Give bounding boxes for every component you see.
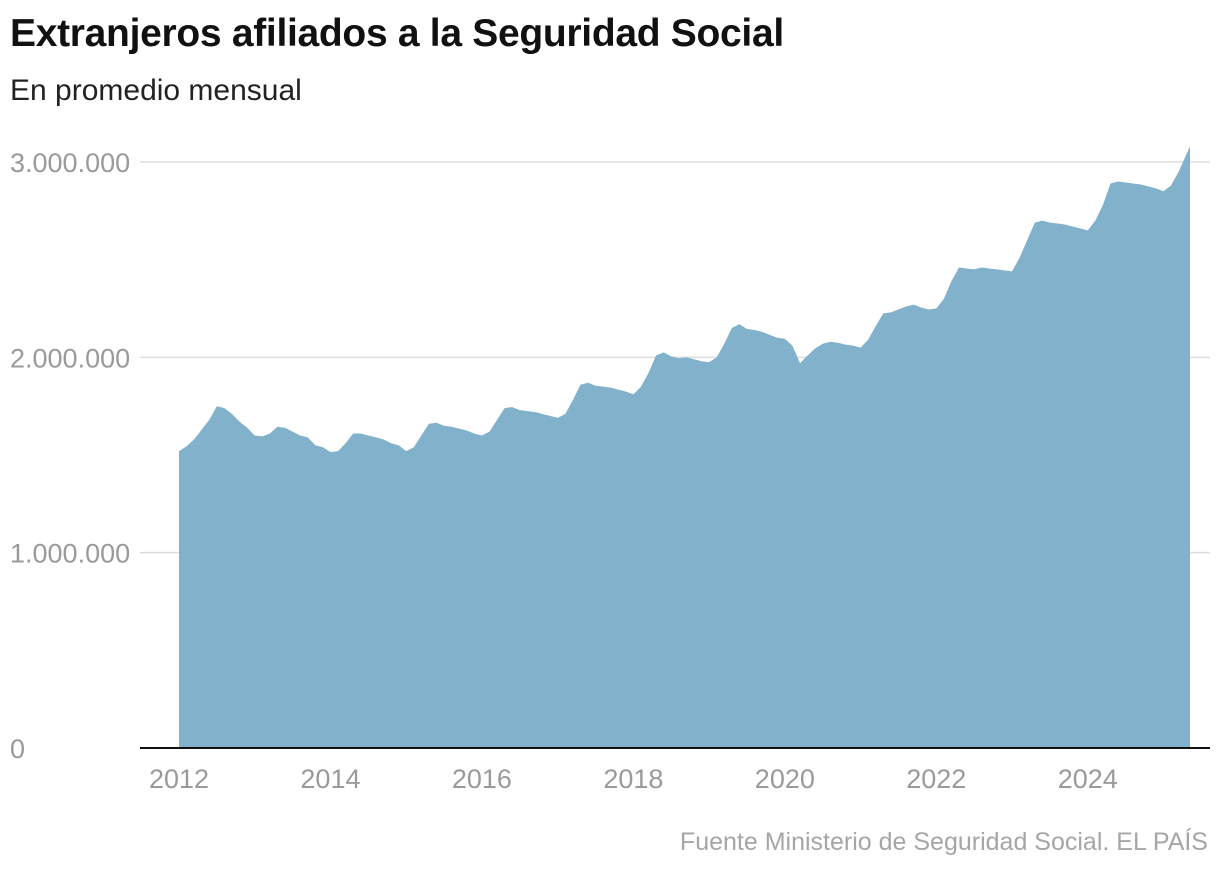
x-tick-label: 2020 <box>755 764 815 794</box>
y-tick-label: 0 <box>10 734 25 764</box>
x-tick-label: 2016 <box>452 764 512 794</box>
y-axis-labels: 0 1.000.000 2.000.000 3.000.000 <box>10 148 130 764</box>
x-axis-labels: 2012 2014 2016 2018 2020 2022 2024 <box>149 764 1118 794</box>
area-series <box>179 146 1190 748</box>
y-tick-label: 3.000.000 <box>10 148 130 178</box>
x-tick-label: 2014 <box>300 764 360 794</box>
x-tick-label: 2024 <box>1058 764 1118 794</box>
x-tick-label: 2022 <box>906 764 966 794</box>
chart-subtitle: En promedio mensual <box>10 74 302 107</box>
y-tick-label: 2.000.000 <box>10 343 130 373</box>
chart-title: Extranjeros afiliados a la Seguridad Soc… <box>10 12 784 55</box>
x-tick-label: 2012 <box>149 764 209 794</box>
y-tick-label: 1.000.000 <box>10 539 130 569</box>
source-note: Fuente Ministerio de Seguridad Social. E… <box>679 828 1208 856</box>
area-series-0 <box>179 146 1190 748</box>
x-tick-label: 2018 <box>603 764 663 794</box>
